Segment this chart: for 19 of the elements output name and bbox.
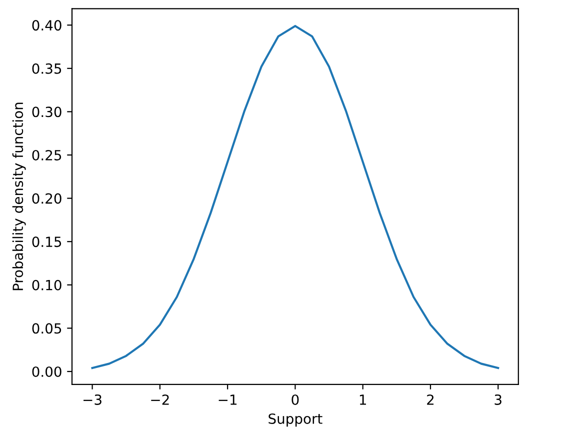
x-tick-label: −1 [218, 394, 237, 405]
y-tick-label: 0.10 [32, 280, 62, 290]
x-tick-label: −2 [151, 394, 169, 405]
y-axis-title: Probability density function [12, 102, 26, 290]
line-series [91, 24, 500, 370]
x-tick-label: 0 [292, 394, 299, 405]
y-tick-label: 0.25 [32, 150, 62, 160]
x-tick-label: 3 [494, 394, 502, 405]
x-tick-label: −3 [84, 394, 102, 405]
y-tick-label: 0.35 [32, 63, 62, 74]
x-tick-label: 1 [360, 394, 366, 405]
y-tick-label: 0.05 [32, 323, 62, 334]
y-tick-label: 0.30 [32, 106, 62, 118]
x-tick-label: 2 [427, 394, 434, 405]
y-tick-label: 0.40 [32, 20, 62, 31]
y-tick-label: 0.00 [32, 366, 62, 377]
x-axis-title: Support [268, 413, 322, 427]
y-tick-label: 0.15 [32, 236, 62, 248]
y-tick-label: 0.20 [32, 193, 62, 204]
